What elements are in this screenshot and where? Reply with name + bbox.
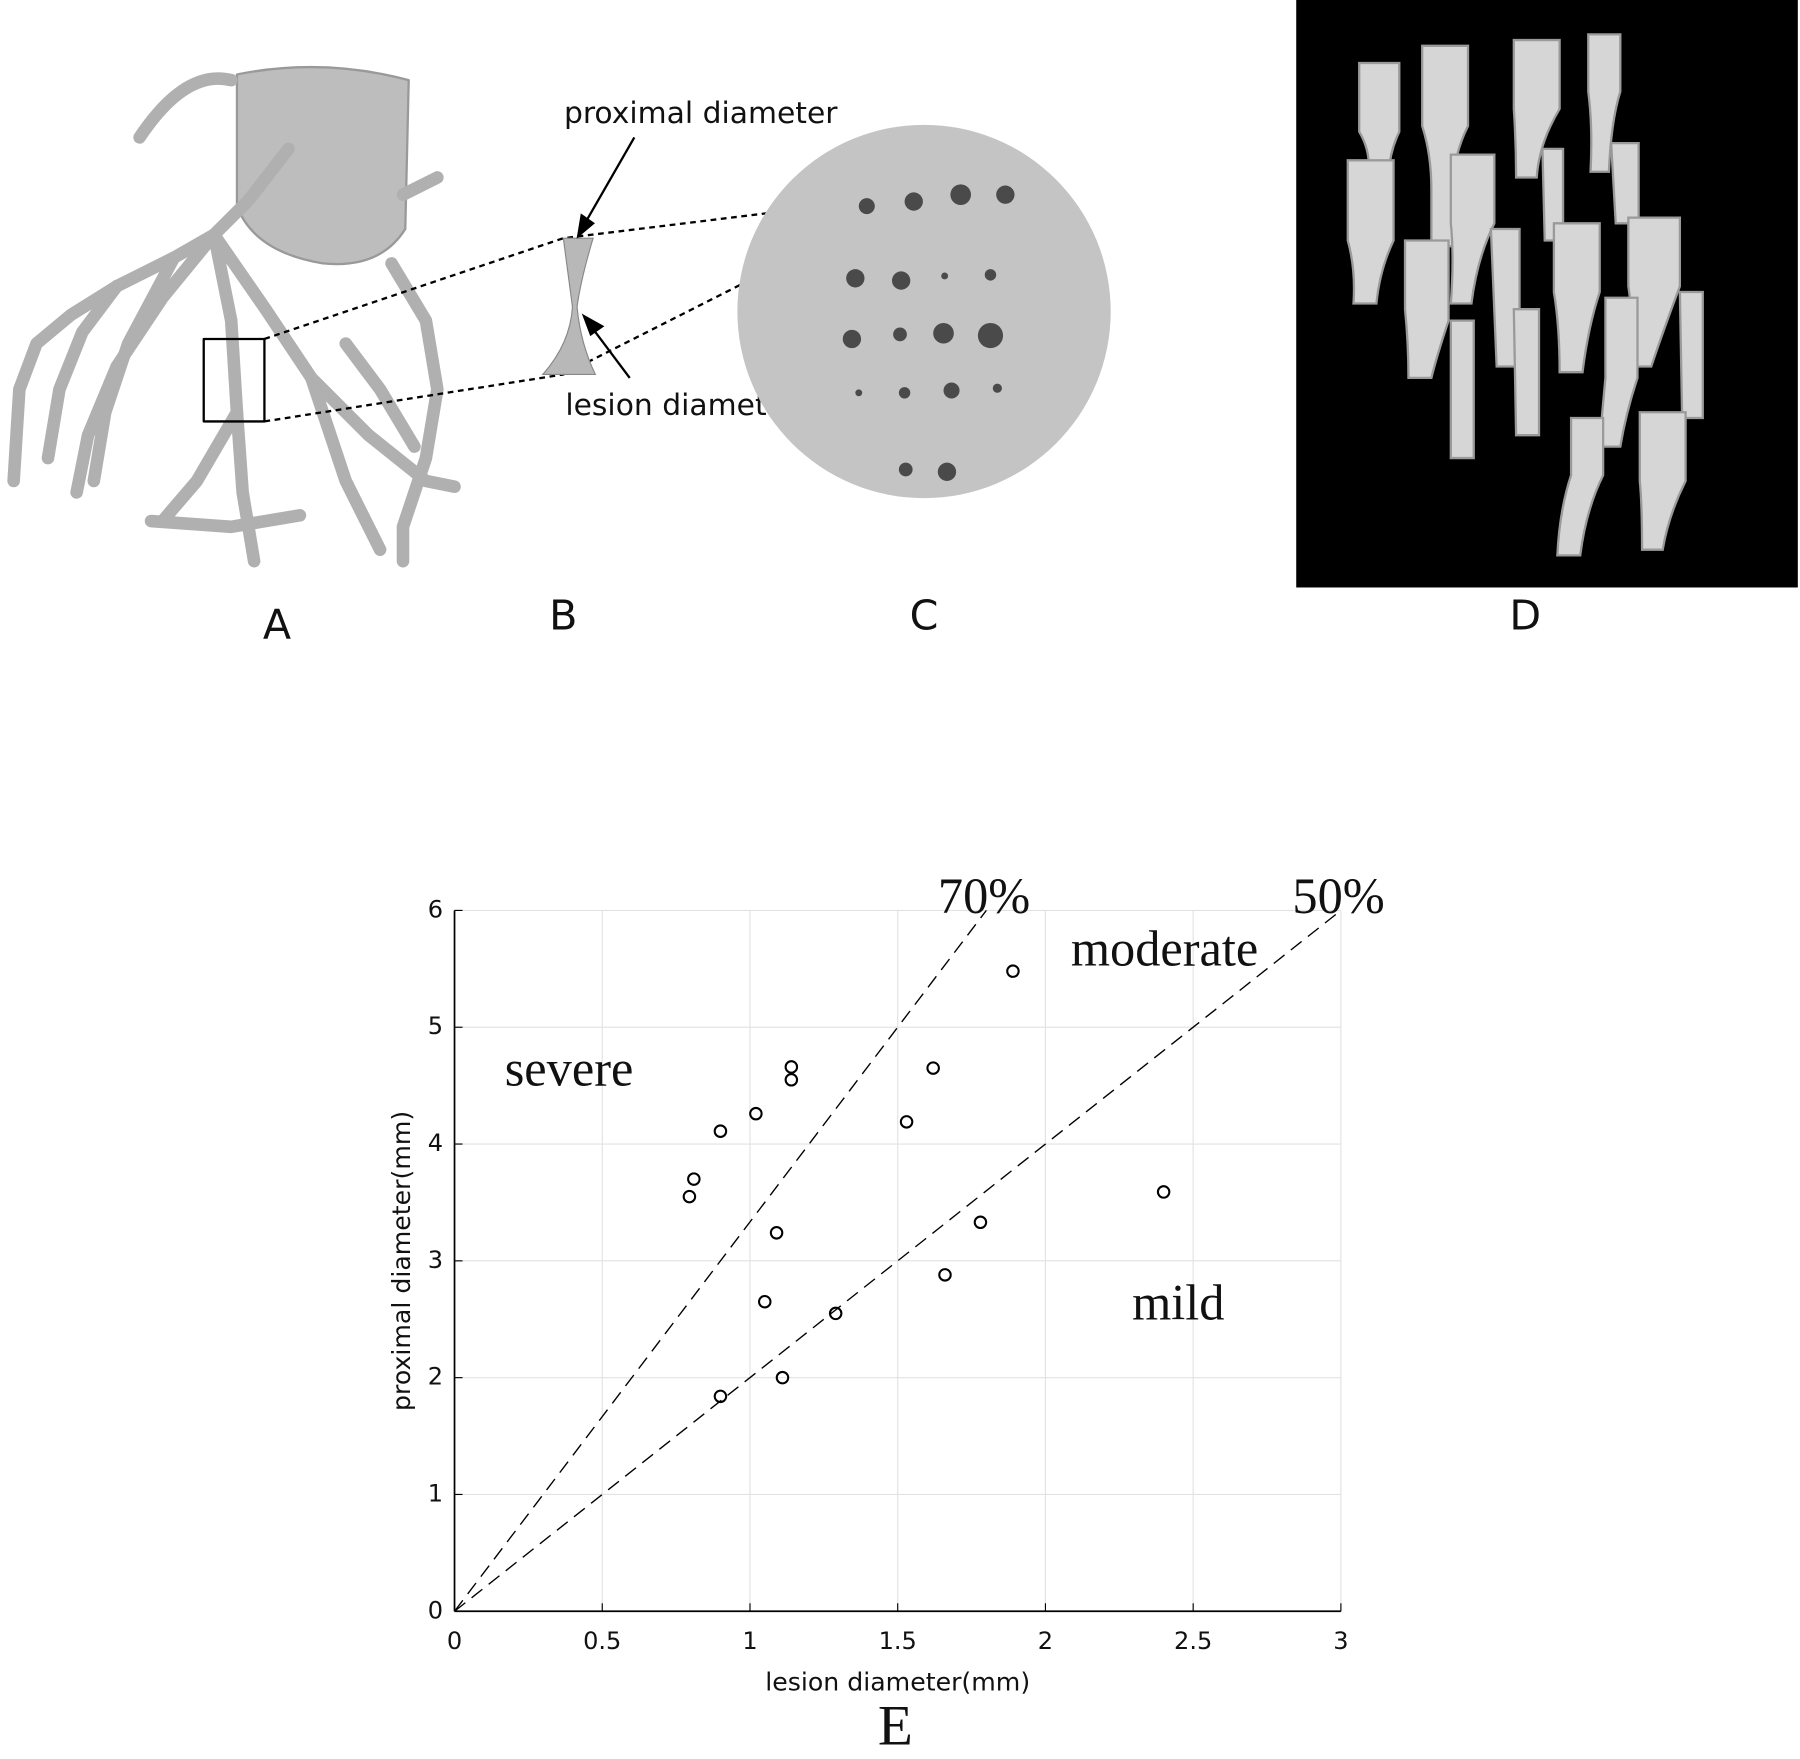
x-tick-label: 1 <box>742 1627 757 1655</box>
x-axis-label: lesion diameter(mm) <box>765 1667 1030 1696</box>
data-point <box>713 1124 728 1138</box>
y-tick-label: 2 <box>428 1363 443 1391</box>
x-tick-label: 0 <box>447 1627 462 1655</box>
panel-b-illustration <box>541 237 597 376</box>
reference-line <box>453 910 987 1612</box>
scatter-chart: 0 1 2 3 4 5 6 0 0.5 1 1.5 2 2.5 3 70% 50% <box>428 868 1385 1655</box>
panel-d-illustration <box>1296 0 1798 588</box>
data-point <box>769 1226 784 1240</box>
data-point <box>775 1370 790 1385</box>
annotation-arrows <box>576 136 636 379</box>
data-point <box>926 1061 940 1075</box>
panel-label: B <box>549 591 577 639</box>
panel-a-illustration <box>7 65 461 568</box>
data-point <box>687 1172 701 1186</box>
x-tick-label: 2 <box>1038 1627 1053 1655</box>
x-tick-label: 1.5 <box>879 1627 917 1655</box>
x-tick-label: 2.5 <box>1174 1627 1212 1655</box>
data-point <box>899 1115 914 1129</box>
data-point <box>749 1106 763 1121</box>
data-point <box>973 1215 988 1230</box>
data-point <box>784 1073 799 1087</box>
panel-label: A <box>263 601 291 649</box>
x-tick-label: 3 <box>1333 1627 1348 1655</box>
data-point <box>1156 1185 1171 1199</box>
annotation: proximal diameter <box>564 96 838 131</box>
y-tick-label: 1 <box>428 1479 443 1507</box>
data-point <box>828 1306 843 1321</box>
data-point <box>1006 964 1020 978</box>
region-label: moderate <box>1071 920 1258 976</box>
panel-label: D <box>1509 591 1541 639</box>
reference-line <box>454 909 1342 1612</box>
y-tick-label: 3 <box>428 1246 443 1274</box>
y-axis-label: proximal diameter(mm) <box>387 1111 416 1411</box>
y-tick-label: 0 <box>428 1596 443 1624</box>
panel-label: E <box>878 1695 913 1758</box>
data-point <box>682 1189 697 1204</box>
data-point <box>757 1294 772 1309</box>
y-tick-label: 5 <box>428 1012 443 1040</box>
region-label: severe <box>505 1041 634 1097</box>
panel-label: C <box>910 591 939 639</box>
data-point <box>938 1268 952 1282</box>
data-point <box>784 1060 799 1074</box>
reference-label: 70% <box>938 868 1030 924</box>
y-tick-label: 6 <box>428 895 443 923</box>
reference-label: 50% <box>1292 868 1384 924</box>
y-tick-label: 4 <box>428 1129 443 1157</box>
region-label: mild <box>1132 1274 1224 1330</box>
panel-c-illustration <box>737 124 1111 499</box>
data-point <box>713 1389 728 1404</box>
x-tick-label: 0.5 <box>583 1627 621 1655</box>
